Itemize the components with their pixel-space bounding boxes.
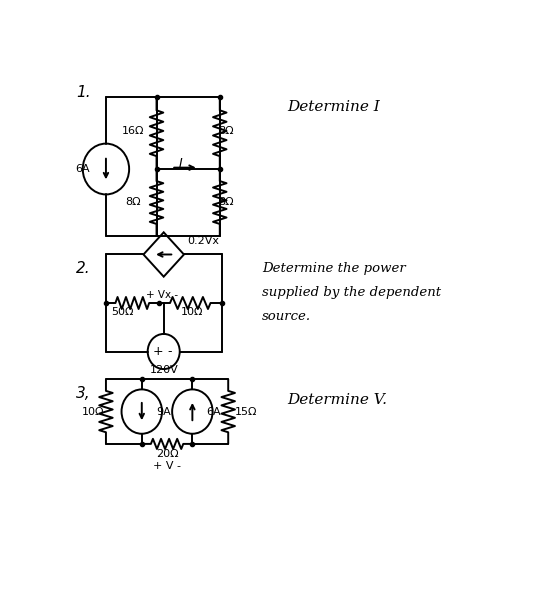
Text: source.: source. (262, 310, 311, 323)
Text: 8Ω: 8Ω (126, 197, 141, 207)
Text: 120V: 120V (150, 365, 178, 375)
Text: + V -: + V - (153, 461, 181, 470)
Text: 10Ω: 10Ω (82, 407, 104, 416)
Text: 2.: 2. (76, 261, 91, 276)
Text: 50Ω: 50Ω (112, 307, 134, 317)
Text: Determine the power: Determine the power (262, 262, 406, 275)
Text: 0.2Vx: 0.2Vx (187, 236, 219, 245)
Text: 6A: 6A (206, 407, 221, 416)
Text: Determine I: Determine I (287, 100, 380, 113)
Text: 9A: 9A (157, 407, 171, 416)
Text: +: + (152, 345, 163, 358)
Text: 8Ω: 8Ω (218, 197, 234, 207)
Text: Determine V.: Determine V. (287, 393, 387, 407)
Text: 6A: 6A (76, 164, 90, 174)
Text: 8Ω: 8Ω (218, 126, 234, 136)
Text: supplied by the dependent: supplied by the dependent (262, 286, 441, 299)
Text: I: I (179, 157, 183, 170)
Text: -: - (168, 345, 172, 358)
Text: + Vx -: + Vx - (146, 290, 178, 299)
Text: 1.: 1. (76, 85, 91, 100)
Text: 3,: 3, (76, 386, 91, 401)
Text: 15Ω: 15Ω (234, 407, 257, 416)
Text: 10Ω: 10Ω (181, 307, 203, 317)
Text: 16Ω: 16Ω (122, 126, 145, 136)
Text: 20Ω: 20Ω (156, 449, 178, 459)
